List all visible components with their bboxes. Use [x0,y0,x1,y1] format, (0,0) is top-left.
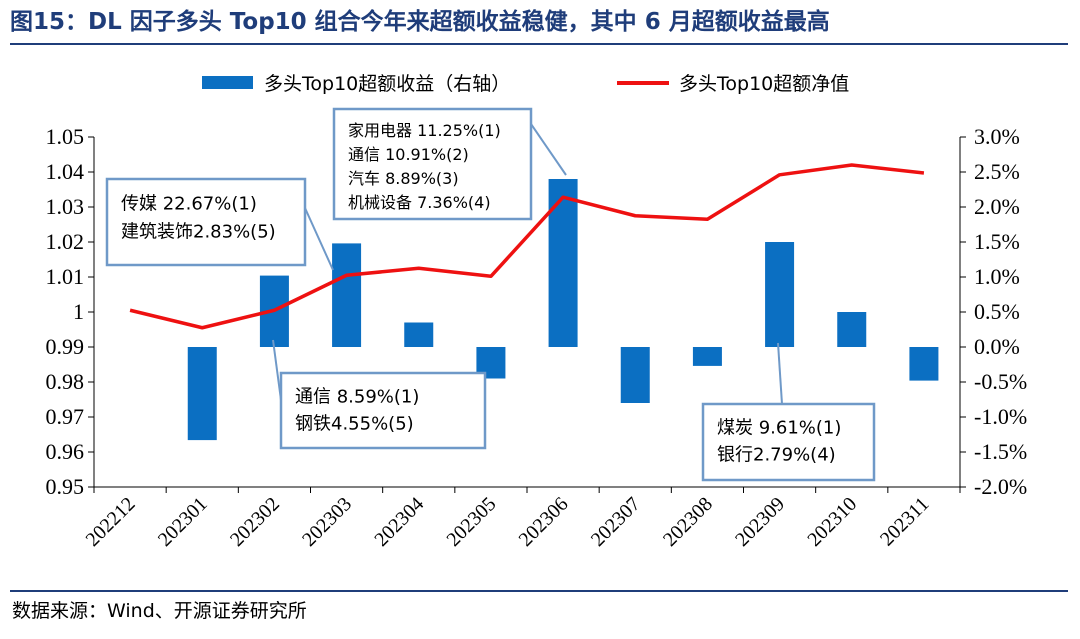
annotation-leader-202309 [777,342,783,405]
right-tick-label: 2.5% [974,159,1020,184]
x-tick-label: 202308 [659,493,717,551]
annotation-box-202306 [332,107,533,221]
x-tick-label: 202302 [226,493,284,551]
right-tick-label: -1.0% [974,404,1027,429]
right-tick-label: 0.0% [974,334,1020,359]
right-tick-label: 2.0% [974,194,1020,219]
right-tick-label: 1.0% [974,264,1020,289]
left-tick-label: 0.97 [46,404,85,429]
right-tick-label: 3.0% [974,124,1020,149]
annotation-box-202309 [701,402,876,482]
left-tick-label: 1.03 [46,194,85,219]
annotation-line: 通信 8.59%(1) [295,387,419,408]
left-tick-label: 0.96 [46,439,85,464]
bar-202311 [909,347,939,381]
legend-swatch-bar [202,76,253,89]
x-tick-label: 202306 [515,493,573,551]
annotation-leader-202303 [304,207,334,271]
source-note: 数据来源：Wind、开源证券研究所 [12,600,307,622]
annotation-line: 煤炭 9.61%(1) [717,418,841,439]
x-tick-label: 202303 [298,493,356,551]
annotation-box-202303 [105,177,307,267]
annotation-line: 钢铁4.55%(5) [295,414,414,435]
bar-202310 [837,312,867,347]
left-tick-label: 1 [73,299,84,324]
annotation-line: 建筑装饰2.83%(5) [121,221,276,242]
right-tick-label: -2.0% [974,474,1027,499]
annotation-line: 机械设备 7.36%(4) [348,193,491,212]
bar-202301 [187,347,217,441]
left-tick-label: 0.95 [46,474,85,499]
left-tick-label: 1.05 [46,124,85,149]
left-tick-label: 1.01 [46,264,85,289]
annotation-line: 汽车 8.89%(3) [348,169,459,188]
annotation-leader-202302 [272,339,282,401]
annotation-box-202302 [279,371,487,450]
title-divider [10,43,1068,45]
right-tick-label: -1.5% [974,439,1027,464]
page-title: 图15：DL 因子多头 Top10 组合今年来超额收益稳健，其中 6 月超额收益… [10,9,830,35]
right-tick-label: 0.5% [974,299,1020,324]
bar-202303 [332,243,362,347]
x-tick-label: 202305 [442,493,500,551]
legend-label: 多头Top10超额净值 [679,73,849,95]
legend-label: 多头Top10超额收益（右轴） [264,73,510,95]
x-tick-label: 202304 [370,493,428,551]
annotation-leader-202306 [530,123,567,176]
bar-202307 [620,347,650,403]
left-tick-label: 1.02 [46,229,85,254]
x-tick-label: 202307 [587,493,645,551]
x-tick-label: 202310 [803,493,861,551]
left-tick-label: 1.04 [46,159,85,184]
x-tick-label: 202212 [82,493,140,551]
source-divider [10,590,1068,592]
annotation-line: 家用电器 11.25%(1) [348,121,501,140]
bar-202306 [548,179,578,347]
annotation-line: 通信 10.91%(2) [348,145,469,164]
x-tick-label: 202301 [154,493,212,551]
x-tick-label: 202309 [731,493,789,551]
annotation-line: 银行2.79%(4) [717,445,836,466]
bar-202308 [692,347,722,366]
annotation-line: 传媒 22.67%(1) [121,193,257,214]
left-tick-label: 0.99 [46,334,85,359]
bar-202304 [404,322,434,347]
net-value-line [129,163,925,330]
right-tick-label: -0.5% [974,369,1027,394]
right-tick-label: 1.5% [974,229,1020,254]
chart: 0.95 0.96 0.97 0.98 0.99 1 1.01 1.02 1.03 1.04 1.0… [46,73,1028,551]
x-tick-label: 202311 [876,493,933,550]
left-tick-label: 0.98 [46,369,85,394]
bar-202309 [765,242,795,347]
